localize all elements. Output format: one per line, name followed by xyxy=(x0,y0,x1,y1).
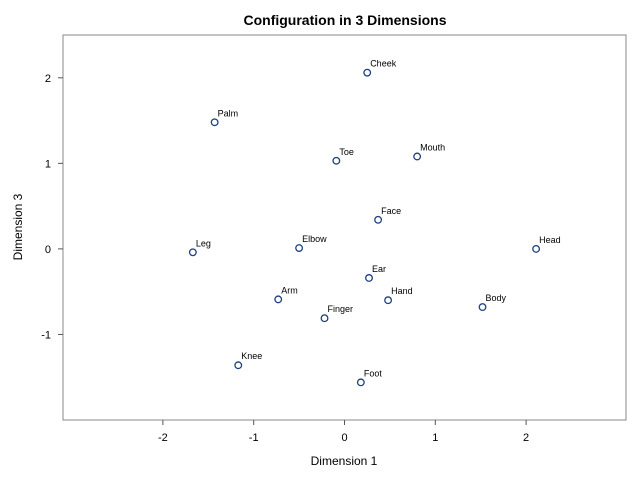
point-label-mouth: Mouth xyxy=(420,142,445,152)
point-label-face: Face xyxy=(381,206,401,216)
point-ear xyxy=(365,274,373,282)
point-label-palm: Palm xyxy=(218,108,239,118)
point-knee xyxy=(234,361,243,370)
point-label-ear: Ear xyxy=(372,264,386,274)
point-hand xyxy=(384,296,393,305)
point-label-cheek: Cheek xyxy=(370,59,397,69)
x-axis-label: Dimension 1 xyxy=(311,454,378,468)
y-tick-label-3: 2 xyxy=(45,73,51,85)
y-tick-label-0: -1 xyxy=(41,329,51,341)
y-axis-label: Dimension 3 xyxy=(11,193,25,260)
point-toe xyxy=(332,156,341,165)
x-tick-label-3: 1 xyxy=(432,432,438,444)
point-finger xyxy=(320,314,329,323)
point-face xyxy=(374,215,383,224)
point-head xyxy=(532,244,541,253)
point-mouth xyxy=(413,152,422,161)
point-body xyxy=(478,303,487,312)
point-label-body: Body xyxy=(486,293,507,303)
x-tick-label-1: -1 xyxy=(249,432,259,444)
point-label-finger: Finger xyxy=(328,304,354,314)
x-tick-label-0: -2 xyxy=(158,432,168,444)
x-tick-label-4: 2 xyxy=(523,432,529,444)
point-cheek xyxy=(363,68,372,77)
point-label-foot: Foot xyxy=(364,368,383,378)
point-arm xyxy=(274,295,283,304)
point-label-arm: Arm xyxy=(281,285,298,295)
point-leg xyxy=(188,248,197,257)
point-label-toe: Toe xyxy=(339,147,354,157)
point-label-hand: Hand xyxy=(391,286,413,296)
chart-title: Configuration in 3 Dimensions xyxy=(243,12,446,28)
y-tick-label-2: 1 xyxy=(45,158,51,170)
point-palm xyxy=(210,118,219,127)
data-points: Cheek Palm Mouth Toe Face Head Elbow Leg Ear Arm H… xyxy=(188,59,561,387)
x-axis: -2 -1 0 1 2 xyxy=(158,420,529,444)
point-label-leg: Leg xyxy=(196,238,211,248)
point-elbow xyxy=(295,244,304,252)
point-foot xyxy=(356,378,365,387)
x-tick-label-2: 0 xyxy=(341,432,347,444)
point-label-knee: Knee xyxy=(241,351,262,361)
plot-frame xyxy=(62,34,627,421)
y-tick-label-1: 0 xyxy=(45,244,51,256)
point-label-head: Head xyxy=(539,235,561,245)
y-axis: -1 0 1 2 xyxy=(41,73,63,341)
point-label-elbow: Elbow xyxy=(302,234,327,244)
